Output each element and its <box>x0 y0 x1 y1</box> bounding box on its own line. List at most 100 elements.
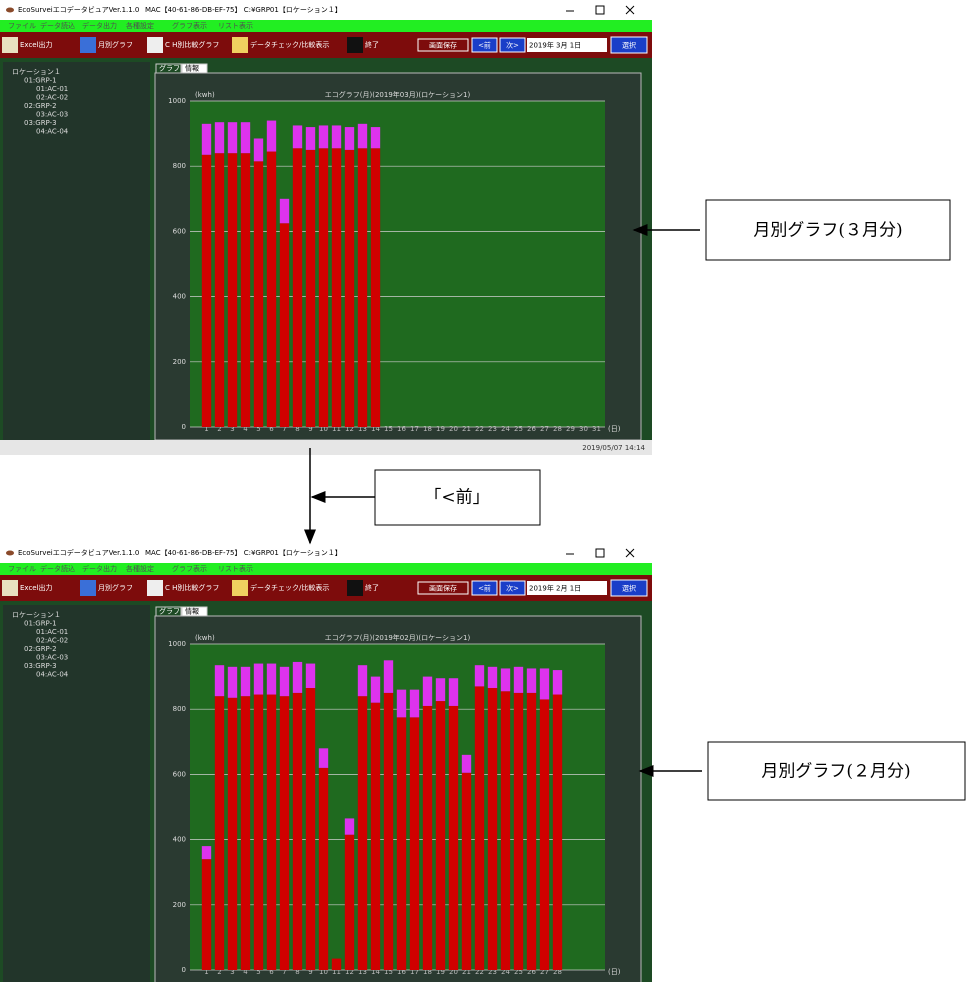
menu-item[interactable]: データ読込 <box>40 21 75 30</box>
x-tick-label: 29 <box>566 425 575 433</box>
menu-item[interactable]: グラフ表示 <box>172 564 207 573</box>
menu-item[interactable]: グラフ表示 <box>172 21 207 30</box>
select-button[interactable] <box>610 579 648 597</box>
toolbar-button[interactable]: データチェック/比較表示 <box>250 583 329 592</box>
bar-segment <box>435 701 446 970</box>
tree-node[interactable]: 02:GRP-2 <box>24 645 57 653</box>
toolbar-icon[interactable] <box>2 37 18 53</box>
toolbar-button[interactable]: 月別グラフ <box>98 40 133 49</box>
tree-node[interactable]: 03:AC-03 <box>36 111 68 119</box>
menu-item[interactable]: 各種設定 <box>126 564 154 573</box>
select-button[interactable] <box>610 36 648 54</box>
tab-label[interactable]: グラフ <box>159 607 180 616</box>
tree-node[interactable]: 02:AC-02 <box>36 637 68 645</box>
tree-node[interactable]: 02:GRP-2 <box>24 102 57 110</box>
tree-node[interactable]: 01:AC-01 <box>36 85 68 93</box>
menu-item[interactable]: ファイル <box>8 565 36 573</box>
toolbar-icon[interactable] <box>80 580 96 596</box>
next-label[interactable]: 次> <box>506 41 519 50</box>
prev-button[interactable] <box>471 37 498 53</box>
date-picker[interactable] <box>527 38 607 52</box>
x-tick-label: 1 <box>204 425 208 433</box>
maximize-button[interactable] <box>595 548 605 558</box>
y-tick-label: 0 <box>182 966 186 974</box>
date-value[interactable]: 2019年 3月 1日 <box>529 41 581 50</box>
tree-node[interactable]: 04:AC-04 <box>36 671 69 679</box>
prev-button[interactable] <box>471 580 498 596</box>
y-tick-label: 200 <box>173 358 186 366</box>
tree-node[interactable]: ロケーション１ <box>12 611 61 619</box>
status-time[interactable]: 2019/05/07 14:14 <box>582 444 645 452</box>
save-button[interactable] <box>417 38 469 52</box>
toolbar-button[interactable]: Excel出力 <box>20 583 53 592</box>
bar-segment <box>331 148 342 427</box>
tree-node[interactable]: ロケーション１ <box>12 68 61 76</box>
tab-label[interactable]: 情報 <box>185 607 199 616</box>
x-tick-label: 21 <box>462 968 471 976</box>
toolbar-button[interactable]: 終了 <box>365 40 379 49</box>
tree-node[interactable]: 03:GRP-3 <box>24 119 57 127</box>
title-bar <box>0 0 652 20</box>
save-label[interactable]: 画面保存 <box>429 584 457 593</box>
toolbar-button[interactable]: Excel出力 <box>20 40 53 49</box>
tree-node[interactable]: 01:GRP-1 <box>24 620 57 628</box>
x-tick-label: 16 <box>397 425 406 433</box>
x-tick-label: 5 <box>256 968 260 976</box>
bar-segment <box>344 127 355 150</box>
toolbar-button[interactable]: 終了 <box>365 583 379 592</box>
tree-node[interactable]: 03:AC-03 <box>36 654 68 662</box>
toolbar-icon[interactable] <box>147 580 163 596</box>
close-button[interactable] <box>625 5 635 15</box>
toolbar-button[interactable]: 月別グラフ <box>98 583 133 592</box>
menu-item[interactable]: ファイル <box>8 22 36 30</box>
tree-node[interactable]: 02:AC-02 <box>36 94 68 102</box>
menu-item[interactable]: データ出力 <box>82 21 117 30</box>
save-label[interactable]: 画面保存 <box>429 41 457 50</box>
prev-label[interactable]: <前 <box>478 584 491 593</box>
x-tick-label: 17 <box>410 968 419 976</box>
menu-item[interactable]: データ読込 <box>40 564 75 573</box>
tab-label[interactable]: グラフ <box>159 64 180 73</box>
toolbar-icon[interactable] <box>2 580 18 596</box>
tree-node[interactable]: 03:GRP-3 <box>24 662 57 670</box>
window-canvas: EcoSurveiエコデータビュアVer.1.1.0 MAC【40-61-86-D… <box>0 0 652 455</box>
next-button[interactable] <box>499 580 526 596</box>
toolbar-icon[interactable] <box>347 580 363 596</box>
x-tick-label: 9 <box>308 425 312 433</box>
tree-node[interactable]: 01:AC-01 <box>36 628 68 636</box>
bar-segment <box>240 122 251 154</box>
x-tick-label: 19 <box>436 425 445 433</box>
prev-label[interactable]: <前 <box>478 41 491 50</box>
maximize-button[interactable] <box>595 5 605 15</box>
bar-segment <box>461 772 472 970</box>
y-tick-label: 1000 <box>168 640 186 648</box>
toolbar-button[interactable]: データチェック/比較表示 <box>250 40 329 49</box>
toolbar-icon[interactable] <box>232 580 248 596</box>
y-tick-label: 0 <box>182 423 186 431</box>
x-tick-label: 24 <box>501 968 510 976</box>
date-picker[interactable] <box>527 581 607 595</box>
menu-bar <box>0 563 652 575</box>
tab-label[interactable]: 情報 <box>185 64 199 73</box>
toolbar-icon[interactable] <box>147 37 163 53</box>
close-button[interactable] <box>625 548 635 558</box>
menu-item[interactable]: データ出力 <box>82 564 117 573</box>
tree-node[interactable]: 01:GRP-1 <box>24 77 57 85</box>
toolbar-button[interactable]: C H別比較グラフ <box>165 40 219 49</box>
bar-segment <box>487 666 498 689</box>
menu-item[interactable]: リスト表示 <box>218 564 253 573</box>
select-label[interactable]: 選択 <box>622 41 636 50</box>
next-label[interactable]: 次> <box>506 584 519 593</box>
toolbar-icon[interactable] <box>232 37 248 53</box>
x-tick-label: 8 <box>295 425 299 433</box>
date-value[interactable]: 2019年 2月 1日 <box>529 584 581 593</box>
toolbar-icon[interactable] <box>80 37 96 53</box>
next-button[interactable] <box>499 37 526 53</box>
select-label[interactable]: 選択 <box>622 584 636 593</box>
tree-node[interactable]: 04:AC-04 <box>36 128 69 136</box>
menu-item[interactable]: 各種設定 <box>126 21 154 30</box>
menu-item[interactable]: リスト表示 <box>218 21 253 30</box>
toolbar-icon[interactable] <box>347 37 363 53</box>
save-button[interactable] <box>417 581 469 595</box>
toolbar-button[interactable]: C H別比較グラフ <box>165 583 219 592</box>
